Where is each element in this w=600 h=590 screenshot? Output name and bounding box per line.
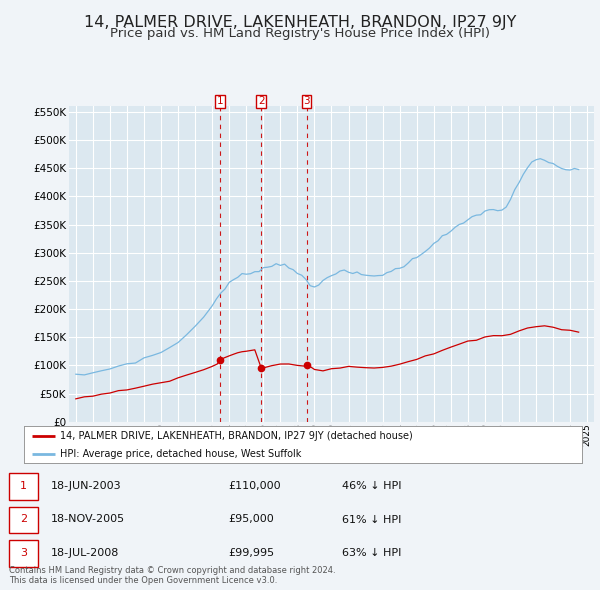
Text: Contains HM Land Registry data © Crown copyright and database right 2024.
This d: Contains HM Land Registry data © Crown c… bbox=[9, 566, 335, 585]
Text: 3: 3 bbox=[20, 548, 27, 558]
Text: 63% ↓ HPI: 63% ↓ HPI bbox=[342, 548, 401, 558]
Text: 2: 2 bbox=[258, 96, 265, 106]
Text: 61% ↓ HPI: 61% ↓ HPI bbox=[342, 514, 401, 525]
Text: 18-NOV-2005: 18-NOV-2005 bbox=[51, 514, 125, 525]
Text: HPI: Average price, detached house, West Suffolk: HPI: Average price, detached house, West… bbox=[60, 449, 302, 459]
Text: 1: 1 bbox=[217, 96, 223, 106]
Text: £95,000: £95,000 bbox=[228, 514, 274, 525]
Text: 3: 3 bbox=[304, 96, 310, 106]
Text: 1: 1 bbox=[20, 481, 27, 491]
Text: £99,995: £99,995 bbox=[228, 548, 274, 558]
Text: 18-JUN-2003: 18-JUN-2003 bbox=[51, 481, 122, 491]
Text: Price paid vs. HM Land Registry's House Price Index (HPI): Price paid vs. HM Land Registry's House … bbox=[110, 27, 490, 40]
Text: 14, PALMER DRIVE, LAKENHEATH, BRANDON, IP27 9JY: 14, PALMER DRIVE, LAKENHEATH, BRANDON, I… bbox=[84, 15, 516, 30]
Text: £110,000: £110,000 bbox=[228, 481, 281, 491]
Text: 2: 2 bbox=[20, 514, 27, 525]
Text: 18-JUL-2008: 18-JUL-2008 bbox=[51, 548, 119, 558]
Text: 46% ↓ HPI: 46% ↓ HPI bbox=[342, 481, 401, 491]
Text: 14, PALMER DRIVE, LAKENHEATH, BRANDON, IP27 9JY (detached house): 14, PALMER DRIVE, LAKENHEATH, BRANDON, I… bbox=[60, 431, 413, 441]
